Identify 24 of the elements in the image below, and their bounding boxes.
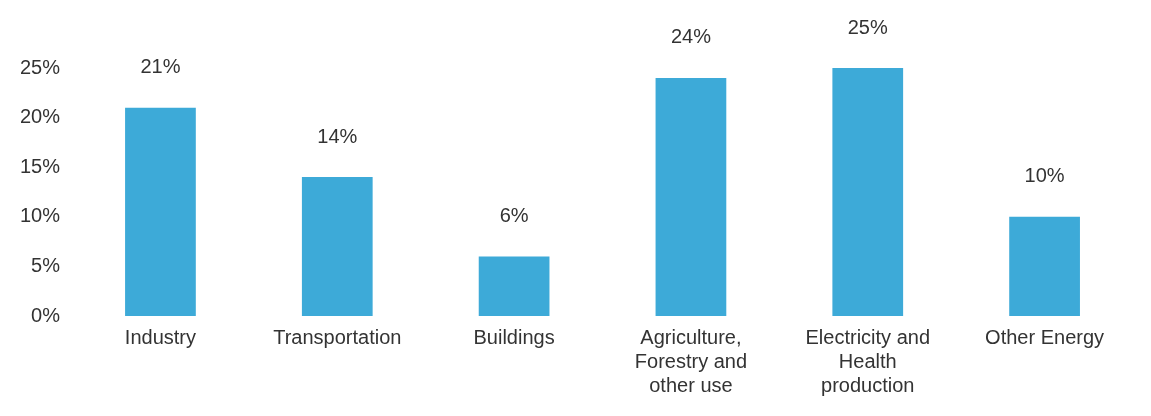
- y-tick-label: 10%: [20, 204, 61, 227]
- bar: [832, 68, 904, 316]
- x-tick-label: Transportation: [273, 325, 402, 348]
- x-tick-label: Industry: [124, 325, 197, 348]
- x-tick-label: Other Energy: [985, 325, 1105, 348]
- data-label: 21%: [140, 55, 181, 78]
- x-tick-label: Buildings: [473, 325, 555, 348]
- data-label: 24%: [670, 25, 712, 48]
- bar: [478, 256, 550, 316]
- y-tick-label: 0%: [31, 303, 61, 326]
- y-tick-label: 20%: [20, 105, 61, 128]
- bar: [1009, 216, 1080, 316]
- y-tick-label: 5%: [31, 253, 61, 276]
- data-label: 14%: [317, 124, 358, 147]
- data-label: 10%: [1024, 164, 1065, 187]
- x-tick-label: Agriculture, Forestry and other use: [634, 325, 748, 396]
- bar: [125, 107, 196, 316]
- data-label: 6%: [499, 204, 529, 226]
- y-tick-label: 15%: [20, 154, 61, 177]
- bar: [301, 177, 373, 316]
- x-tick-label: Electricity and Health production: [805, 325, 931, 396]
- bar: [655, 77, 727, 316]
- y-tick-label: 25%: [20, 55, 61, 78]
- data-label: 25%: [847, 15, 888, 38]
